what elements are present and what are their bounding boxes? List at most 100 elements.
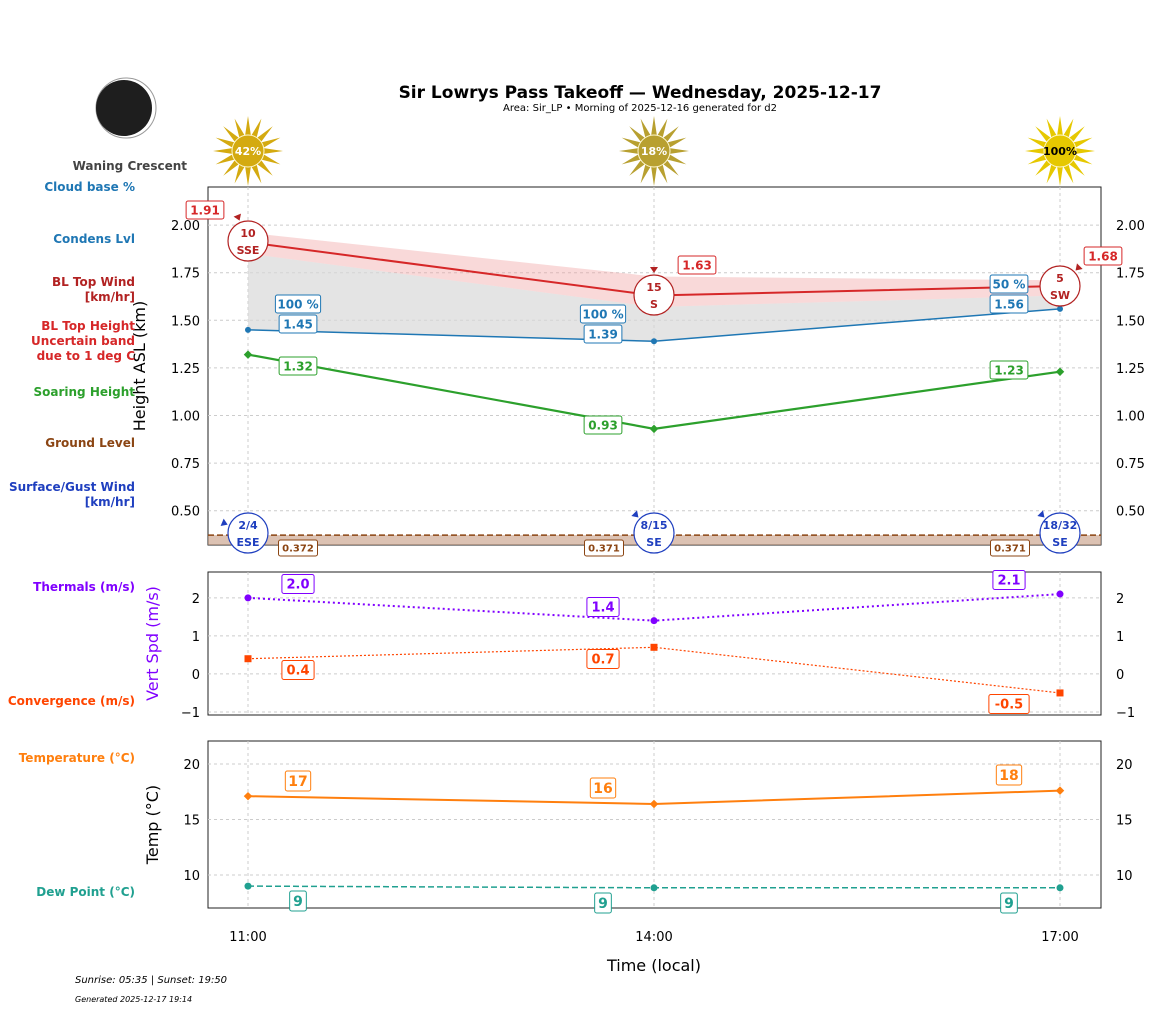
y-tick-label: 0 xyxy=(192,668,200,683)
surface-wind-marker-arrow-icon xyxy=(631,510,639,518)
bl-wind-marker-circle xyxy=(633,274,675,316)
y-tick-label: 2 xyxy=(192,592,200,607)
cloud-pct-label: 100 % xyxy=(277,297,318,311)
sun-rays-icon xyxy=(213,116,283,186)
convergence-label-box xyxy=(988,694,1030,714)
condens-label-box xyxy=(989,294,1029,314)
ground-label-box xyxy=(584,539,624,557)
x-axis-label: Time (local) xyxy=(606,956,701,975)
condens-point xyxy=(1057,305,1063,312)
surface-wind-marker-dir: SE xyxy=(646,536,661,549)
sun-percent: 42% xyxy=(235,145,261,158)
thermals-label-box xyxy=(281,574,315,594)
label-cloud-base: Cloud base % xyxy=(44,180,135,194)
temperature-label: 17 xyxy=(288,774,307,790)
bl-wind-marker-arrow-icon xyxy=(1075,263,1083,271)
label-temperature: Temperature (°C) xyxy=(18,751,135,765)
y-tick-label: 20 xyxy=(183,758,200,773)
y-tick-label-right: 1.50 xyxy=(1116,314,1145,329)
soaring-label-box xyxy=(583,415,623,435)
surface-wind-marker-dir: ESE xyxy=(237,536,260,549)
y-tick-label: 1.75 xyxy=(171,267,200,282)
bl-top-label-box xyxy=(1083,246,1123,266)
temperature-label-box xyxy=(589,777,617,799)
sun-percent: 18% xyxy=(641,145,667,158)
dew-label: 9 xyxy=(293,894,303,910)
condens-label-box xyxy=(278,314,318,334)
thermals-point xyxy=(1056,590,1064,598)
x-tick-label: 17:00 xyxy=(1041,930,1078,945)
bl-wind-marker-dir: SSE xyxy=(237,244,260,257)
sun-percent: 100% xyxy=(1043,145,1077,158)
temperature-point xyxy=(243,791,253,801)
surface-wind-marker-speed: 8/15 xyxy=(641,519,668,532)
bl-wind-marker-dir: S xyxy=(650,298,658,311)
y-tick-label: 1 xyxy=(192,630,200,645)
bl-wind-marker-speed: 15 xyxy=(646,281,661,294)
convergence-point xyxy=(650,643,658,651)
convergence-label: 0.4 xyxy=(286,664,309,679)
convergence-label-box xyxy=(586,649,620,669)
bl-top-uncertainty-band xyxy=(248,232,1060,307)
surface-wind-marker-arrow-icon xyxy=(220,518,228,526)
y-tick-label-right: 1 xyxy=(1116,630,1124,645)
bl-wind-marker-circle xyxy=(1039,265,1081,307)
label-soaring: Soaring Height xyxy=(33,385,136,399)
thermals-label: 1.4 xyxy=(591,601,614,616)
y-tick-label: 1.50 xyxy=(171,314,200,329)
condens-point xyxy=(245,326,251,333)
label-bl-wind: BL Top Wind [km/hr] xyxy=(51,275,135,304)
bl-wind-marker-speed: 5 xyxy=(1056,272,1064,285)
temperature-point xyxy=(649,799,659,809)
ground-label: 0.371 xyxy=(588,544,620,555)
bl-top-label-box xyxy=(677,255,717,275)
condens-label: 1.39 xyxy=(588,327,618,341)
y-tick-label: 2.00 xyxy=(171,219,200,234)
ground-label-box xyxy=(278,539,318,557)
y-axis-label: Height ASL (km) xyxy=(130,301,149,431)
surface-wind-marker-speed: 2/4 xyxy=(238,519,258,532)
y-tick-label-right: 2.00 xyxy=(1116,219,1145,234)
dew-point xyxy=(650,884,658,892)
moon-phase-label: Waning Crescent xyxy=(72,159,187,173)
thermals-label: 2.0 xyxy=(286,578,309,593)
soaring-label: 0.93 xyxy=(588,418,618,432)
convergence-point xyxy=(244,655,252,663)
condens-label: 1.45 xyxy=(283,317,313,331)
y-tick-label: −1 xyxy=(181,706,200,721)
y-tick-label-right: 0.75 xyxy=(1116,457,1145,472)
temperature-label: 16 xyxy=(593,781,612,797)
soaring-point xyxy=(1055,367,1065,376)
surface-wind-marker-speed: 18/32 xyxy=(1043,519,1078,532)
bl-wind-marker-arrow-icon xyxy=(233,213,241,221)
moon-dark-icon xyxy=(96,80,152,136)
y-tick-label-right: −1 xyxy=(1116,706,1135,721)
condens-label-box xyxy=(583,324,623,344)
label-ground: Ground Level xyxy=(45,436,135,450)
dew-point xyxy=(244,882,252,890)
soaring-label-box xyxy=(278,356,318,376)
convergence-label-box xyxy=(281,660,315,680)
dew-point xyxy=(1056,884,1064,892)
bl-top-label: 1.68 xyxy=(1088,249,1118,263)
sun-rays-icon xyxy=(1025,116,1095,186)
dew-label: 9 xyxy=(598,896,608,912)
x-tick-label: 14:00 xyxy=(635,930,672,945)
convergence-point xyxy=(1056,689,1064,697)
thermals-point xyxy=(244,594,252,602)
cloud-pct-label: 100 % xyxy=(582,307,623,321)
sun-icon xyxy=(1043,134,1077,168)
ground-label-box xyxy=(990,539,1030,557)
convergence-label: -0.5 xyxy=(995,698,1023,713)
y-tick-label-right: 1.00 xyxy=(1116,410,1145,425)
y-tick-label-right: 1.25 xyxy=(1116,362,1145,377)
dew-label-box xyxy=(289,890,307,912)
sun-rays-icon xyxy=(619,116,689,186)
convergence-label: 0.7 xyxy=(591,653,614,668)
y-axis-label: Temp (°C) xyxy=(143,785,162,865)
generated-time: Generated 2025-12-17 19:14 xyxy=(75,995,193,1004)
soaring-label-box xyxy=(989,360,1029,380)
surface-wind-marker-circle xyxy=(1039,512,1081,554)
sun-icon xyxy=(231,134,265,168)
